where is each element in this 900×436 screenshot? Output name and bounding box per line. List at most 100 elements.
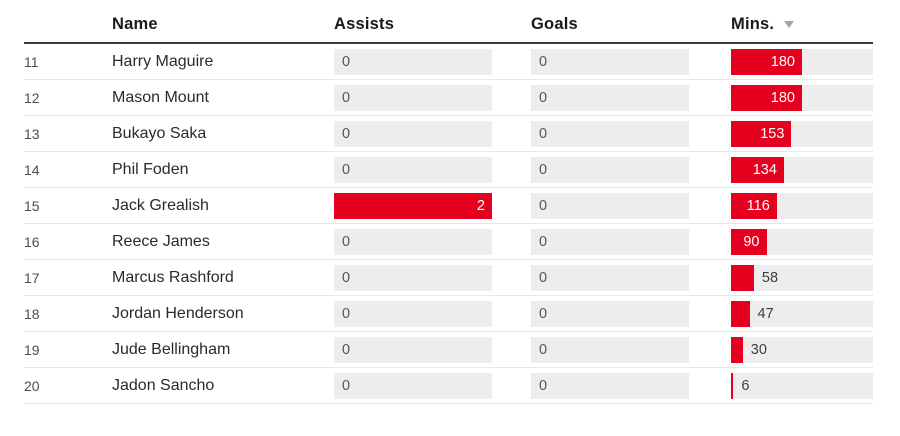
table-row: 15 Jack Grealish 2 0 116 — [24, 188, 873, 224]
goals-bar-track: 0 — [531, 192, 689, 219]
assists-value: 0 — [342, 269, 351, 286]
goals-value: 0 — [539, 305, 548, 322]
table-row: 19 Jude Bellingham 0 0 30 — [24, 332, 873, 368]
mins-value: 30 — [750, 341, 767, 358]
mins-bar-track: 180 — [731, 48, 873, 75]
rank-value: 12 — [24, 89, 40, 106]
assists-bar-track: 0 — [334, 84, 492, 111]
goals-value: 0 — [539, 161, 548, 178]
player-name: Jadon Sancho — [112, 376, 215, 394]
assists-bar-track: 0 — [334, 300, 492, 327]
mins-bar-track: 6 — [731, 372, 873, 399]
goals-value: 0 — [539, 89, 548, 106]
table-row: 18 Jordan Henderson 0 0 47 — [24, 296, 873, 332]
mins-cell: 30 — [731, 336, 873, 363]
assists-bar-track: 0 — [334, 228, 492, 255]
mins-cell: 90 — [731, 228, 873, 255]
mins-cell: 6 — [731, 372, 873, 399]
mins-bar-fill: 90 — [731, 228, 767, 255]
mins-bar-fill — [731, 336, 743, 363]
assists-cell: 0 — [334, 372, 531, 399]
goals-value: 0 — [539, 377, 548, 394]
goals-cell: 0 — [531, 228, 731, 255]
goals-cell: 0 — [531, 156, 731, 183]
assists-value: 0 — [342, 161, 351, 178]
assists-value: 0 — [342, 341, 351, 358]
assists-value: 0 — [342, 125, 351, 142]
player-name: Mason Mount — [112, 88, 209, 106]
mins-bar-track: 153 — [731, 120, 873, 147]
mins-bar-track: 134 — [731, 156, 873, 183]
mins-cell: 134 — [731, 156, 873, 183]
goals-cell: 0 — [531, 372, 731, 399]
goals-bar-track: 0 — [531, 48, 689, 75]
goals-cell: 0 — [531, 120, 731, 147]
col-header-name[interactable]: Name — [112, 15, 334, 34]
rank-value: 19 — [24, 341, 40, 358]
goals-value: 0 — [539, 53, 548, 70]
goals-value: 0 — [539, 125, 548, 142]
mins-bar-track: 58 — [731, 264, 873, 291]
col-header-mins[interactable]: Mins. — [731, 15, 873, 34]
rank-value: 16 — [24, 233, 40, 250]
player-name: Jordan Henderson — [112, 304, 244, 322]
assists-cell: 0 — [334, 336, 531, 363]
sort-descending-icon — [784, 20, 795, 28]
mins-bar-fill — [731, 300, 750, 327]
goals-value: 0 — [539, 341, 548, 358]
mins-bar-fill: 153 — [731, 120, 792, 147]
col-header-assists-label: Assists — [334, 14, 395, 33]
assists-cell: 0 — [334, 84, 531, 111]
assists-bar-track: 0 — [334, 48, 492, 75]
goals-value: 0 — [539, 269, 548, 286]
mins-value: 90 — [743, 233, 760, 250]
player-name: Jack Grealish — [112, 196, 209, 214]
mins-cell: 180 — [731, 48, 873, 75]
goals-cell: 0 — [531, 300, 731, 327]
goals-cell: 0 — [531, 264, 731, 291]
rank-value: 11 — [24, 53, 39, 70]
mins-value: 58 — [761, 269, 779, 286]
table-row: 12 Mason Mount 0 0 180 — [24, 80, 873, 116]
mins-bar-fill: 116 — [731, 192, 777, 219]
assists-bar-track: 0 — [334, 120, 492, 147]
assists-value: 0 — [342, 89, 351, 106]
mins-value: 116 — [746, 197, 770, 214]
goals-bar-track: 0 — [531, 264, 689, 291]
col-header-goals[interactable]: Goals — [531, 15, 731, 34]
mins-value: 180 — [770, 89, 795, 106]
table-row: 16 Reece James 0 0 90 — [24, 224, 873, 260]
goals-value: 0 — [539, 233, 548, 250]
rank-value: 17 — [24, 269, 40, 286]
goals-bar-track: 0 — [531, 228, 689, 255]
assists-cell: 2 — [334, 192, 531, 219]
assists-cell: 0 — [334, 228, 531, 255]
assists-bar-track: 0 — [334, 264, 492, 291]
mins-bar-fill: 180 — [731, 84, 802, 111]
col-header-name-label: Name — [112, 14, 158, 33]
mins-cell: 47 — [731, 300, 873, 327]
mins-cell: 180 — [731, 84, 873, 111]
mins-value: 47 — [757, 305, 774, 322]
goals-value: 0 — [539, 197, 548, 214]
assists-cell: 0 — [334, 264, 531, 291]
goals-bar-track: 0 — [531, 372, 689, 399]
col-header-assists[interactable]: Assists — [334, 15, 531, 34]
assists-cell: 0 — [334, 156, 531, 183]
goals-bar-track: 0 — [531, 300, 689, 327]
assists-value: 0 — [342, 305, 351, 322]
player-name: Jude Bellingham — [112, 340, 231, 358]
mins-value: 153 — [760, 125, 785, 142]
assists-value: 0 — [342, 53, 351, 70]
goals-cell: 0 — [531, 84, 731, 111]
table-row: 14 Phil Foden 0 0 134 — [24, 152, 873, 188]
goals-cell: 0 — [531, 336, 731, 363]
table-row: 11 Harry Maguire 0 0 180 — [24, 44, 873, 80]
rank-value: 13 — [24, 125, 40, 142]
mins-bar-track: 180 — [731, 84, 873, 111]
col-header-mins-label: Mins. — [731, 14, 775, 33]
assists-cell: 0 — [334, 300, 531, 327]
mins-cell: 116 — [731, 192, 873, 219]
assists-value: 0 — [342, 377, 351, 394]
assists-bar-track: 0 — [334, 372, 492, 399]
